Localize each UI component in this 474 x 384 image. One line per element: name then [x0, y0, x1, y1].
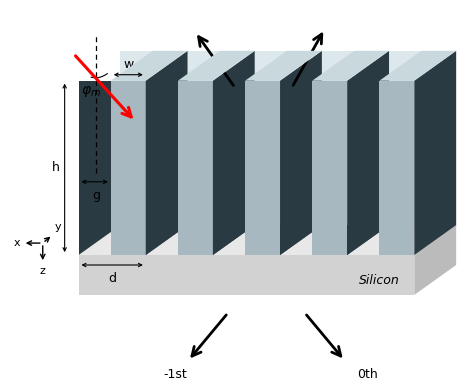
Text: $\varphi_m$: $\varphi_m$ [81, 84, 100, 99]
Text: y: y [55, 222, 61, 232]
Polygon shape [188, 51, 220, 225]
Polygon shape [245, 51, 322, 81]
Polygon shape [414, 51, 456, 255]
Polygon shape [347, 51, 389, 255]
Text: -1st: -1st [164, 367, 187, 381]
Polygon shape [111, 81, 146, 255]
Polygon shape [213, 81, 245, 255]
Polygon shape [146, 225, 220, 255]
Polygon shape [79, 81, 111, 255]
Polygon shape [280, 81, 312, 255]
Polygon shape [79, 225, 153, 255]
Polygon shape [379, 81, 414, 255]
Polygon shape [255, 51, 287, 225]
Polygon shape [178, 81, 213, 255]
Text: x: x [13, 238, 20, 248]
Polygon shape [312, 51, 389, 81]
Polygon shape [213, 51, 255, 255]
Text: w: w [123, 58, 133, 71]
Text: z: z [40, 266, 46, 276]
Polygon shape [111, 51, 188, 81]
Text: h: h [52, 161, 60, 174]
Polygon shape [213, 225, 287, 255]
Text: g: g [93, 189, 100, 202]
Polygon shape [322, 51, 354, 225]
Polygon shape [379, 51, 456, 81]
Polygon shape [414, 225, 456, 295]
Polygon shape [79, 225, 456, 255]
Polygon shape [178, 51, 255, 81]
Polygon shape [280, 51, 322, 255]
Polygon shape [120, 51, 153, 225]
Polygon shape [146, 51, 188, 255]
Polygon shape [79, 255, 414, 295]
Polygon shape [245, 81, 280, 255]
Polygon shape [347, 225, 421, 255]
Text: 0th: 0th [357, 367, 378, 381]
Text: Silicon: Silicon [359, 275, 400, 288]
Polygon shape [347, 81, 379, 255]
Polygon shape [146, 81, 178, 255]
Polygon shape [389, 51, 421, 225]
Polygon shape [312, 81, 347, 255]
Polygon shape [280, 225, 354, 255]
Text: d: d [108, 272, 116, 285]
